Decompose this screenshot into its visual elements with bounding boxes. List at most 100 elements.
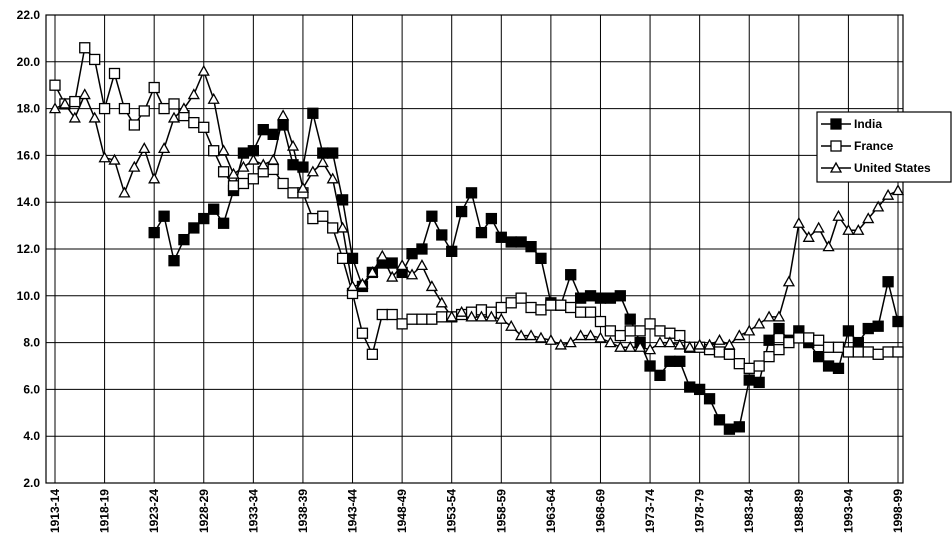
marker (237, 147, 250, 159)
marker (396, 318, 408, 330)
marker (118, 102, 131, 115)
marker (317, 210, 329, 222)
marker (614, 290, 626, 302)
marker (455, 205, 468, 218)
marker (207, 92, 220, 104)
marker (832, 209, 845, 221)
marker (515, 292, 527, 304)
marker (584, 329, 597, 341)
marker (604, 325, 617, 337)
marker (634, 340, 647, 352)
marker (188, 116, 200, 129)
marker (188, 222, 200, 234)
marker (376, 249, 389, 261)
marker (267, 163, 279, 176)
marker (872, 320, 884, 332)
marker (158, 210, 170, 222)
y-tick-label: 20.0 (17, 55, 41, 69)
marker (48, 102, 62, 114)
marker (653, 336, 667, 348)
marker (624, 313, 636, 325)
marker (842, 346, 855, 358)
marker (167, 111, 181, 123)
marker (713, 333, 726, 345)
marker (336, 194, 349, 206)
x-tick-label: 1943-44 (346, 489, 360, 533)
marker (803, 332, 815, 344)
y-tick-label: 2.0 (23, 476, 40, 490)
marker (842, 223, 855, 235)
marker (773, 343, 785, 356)
marker (673, 338, 686, 350)
marker (495, 312, 508, 324)
y-tick-label: 10.0 (17, 289, 41, 303)
marker (723, 338, 736, 350)
marker (614, 329, 626, 342)
y-tick-label: 16.0 (17, 148, 41, 162)
marker (753, 317, 766, 329)
x-tick-label: 1938-39 (296, 489, 310, 533)
marker (187, 88, 200, 100)
marker (614, 340, 627, 352)
marker (565, 269, 577, 281)
marker (813, 334, 825, 346)
marker (535, 252, 547, 265)
marker (465, 187, 478, 199)
marker (277, 109, 290, 121)
marker (406, 248, 418, 260)
marker (197, 64, 210, 76)
x-tick-label: 1918-19 (98, 489, 112, 533)
x-tick-label: 1923-24 (147, 489, 161, 533)
marker (872, 348, 884, 360)
marker (79, 42, 91, 54)
marker (762, 310, 776, 322)
marker (664, 355, 676, 367)
marker (148, 81, 160, 94)
x-tick-label: 1988-89 (792, 489, 806, 533)
marker (881, 188, 895, 200)
marker (306, 165, 319, 177)
marker (208, 145, 220, 157)
marker (723, 423, 736, 435)
marker (168, 255, 180, 267)
marker (872, 200, 885, 212)
marker (584, 306, 597, 318)
marker (416, 313, 428, 325)
marker (535, 304, 547, 316)
legend-marker (830, 118, 842, 130)
marker (446, 245, 458, 257)
x-tick-label: 1933-34 (246, 489, 260, 533)
y-tick-label: 22.0 (17, 8, 41, 22)
marker (723, 348, 736, 360)
marker (327, 222, 339, 234)
marker (862, 212, 875, 224)
y-tick-label: 12.0 (17, 242, 41, 256)
marker (177, 102, 191, 114)
marker (554, 338, 567, 350)
marker (227, 167, 240, 179)
marker (773, 322, 785, 335)
x-tick-label: 1968-69 (593, 489, 607, 533)
marker (69, 95, 81, 108)
marker (763, 350, 775, 363)
marker (287, 187, 299, 199)
marker (257, 124, 269, 136)
marker (297, 161, 309, 173)
x-tick-label: 1953-54 (445, 489, 459, 533)
y-tick-label: 8.0 (23, 336, 40, 350)
marker (356, 327, 369, 339)
marker (892, 346, 904, 358)
marker (227, 180, 240, 192)
marker (406, 313, 418, 325)
marker (882, 346, 894, 358)
marker (743, 374, 755, 386)
marker (604, 336, 617, 348)
marker (366, 348, 379, 360)
marker (604, 292, 617, 304)
marker (505, 297, 517, 309)
marker (485, 310, 498, 322)
marker (782, 275, 796, 287)
marker (198, 121, 210, 133)
marker (435, 296, 448, 308)
